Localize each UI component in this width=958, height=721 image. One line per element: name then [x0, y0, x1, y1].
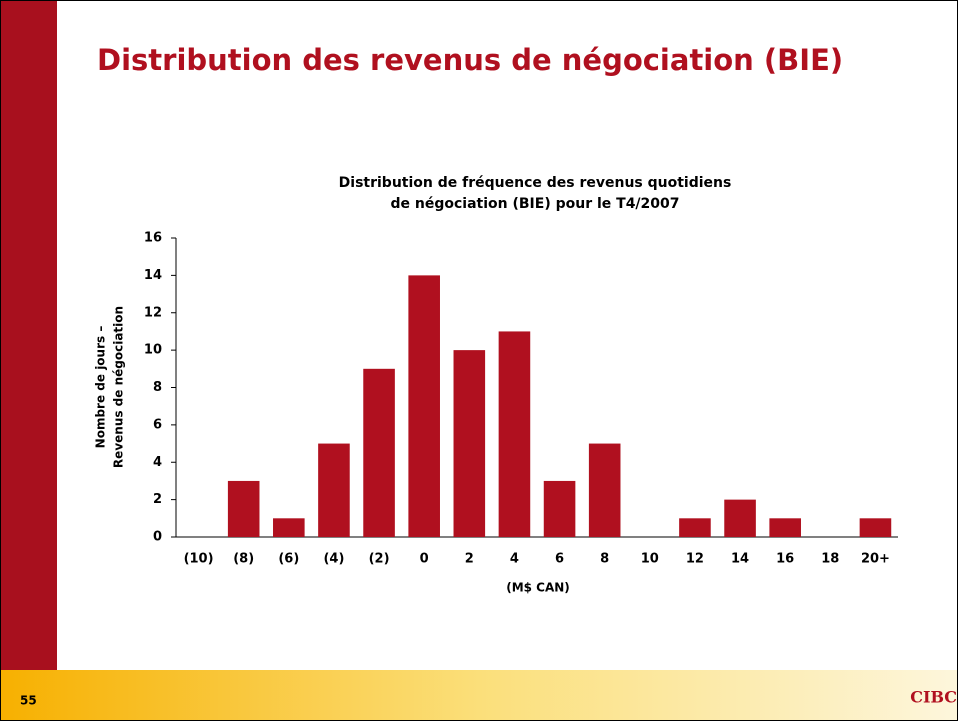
x-tick-label: 0: [420, 552, 429, 567]
y-tick-label: 6: [153, 417, 162, 432]
y-tick-label: 2: [153, 492, 162, 507]
page-number: 55: [20, 694, 37, 708]
y-tick-label: 12: [144, 305, 162, 320]
x-tick-label: 20+: [861, 552, 890, 567]
x-axis-label: (M$ CAN): [506, 581, 570, 595]
bar: [408, 275, 440, 537]
y-axis-label: Revenus de négociation: [112, 306, 126, 468]
y-tick-label: 16: [144, 231, 162, 246]
bar: [543, 480, 576, 537]
bar: [679, 518, 711, 537]
x-tick-label: 6: [555, 552, 564, 567]
bar: [724, 499, 756, 537]
bar: [273, 518, 305, 537]
x-tick-label: (6): [278, 552, 299, 567]
x-tick-label: 16: [776, 552, 794, 567]
x-tick-label: (2): [369, 552, 390, 567]
chart-title: Distribution de fréquence des revenus qu…: [339, 175, 732, 191]
x-tick-label: (10): [184, 552, 214, 567]
bar: [227, 480, 260, 537]
x-tick-label: 8: [600, 552, 609, 567]
y-tick-label: 10: [144, 343, 162, 358]
y-tick-label: 0: [153, 530, 162, 545]
bar: [769, 518, 801, 537]
bar: [588, 443, 621, 537]
bar: [498, 331, 531, 537]
bar: [363, 368, 395, 537]
x-tick-label: (8): [233, 552, 254, 567]
footer-band: [0, 670, 958, 721]
bar: [859, 518, 892, 537]
x-tick-label: 12: [686, 552, 704, 567]
x-tick-label: 18: [821, 552, 839, 567]
y-tick-label: 4: [153, 455, 162, 470]
chart-title: de négociation (BIE) pour le T4/2007: [390, 196, 679, 212]
bar: [453, 350, 486, 537]
logo: CIBC: [910, 688, 957, 707]
y-tick-label: 8: [153, 380, 162, 395]
side-band: [0, 0, 57, 670]
x-tick-label: 2: [465, 552, 474, 567]
x-tick-label: 10: [641, 552, 659, 567]
bar: [318, 443, 350, 537]
x-tick-label: 4: [510, 552, 519, 567]
x-tick-label: 14: [731, 552, 749, 567]
x-tick-label: (4): [323, 552, 344, 567]
y-axis-label: Nombre de jours –: [94, 326, 108, 449]
y-tick-label: 14: [144, 268, 162, 283]
slide-title: Distribution des revenus de négociation …: [97, 43, 843, 77]
